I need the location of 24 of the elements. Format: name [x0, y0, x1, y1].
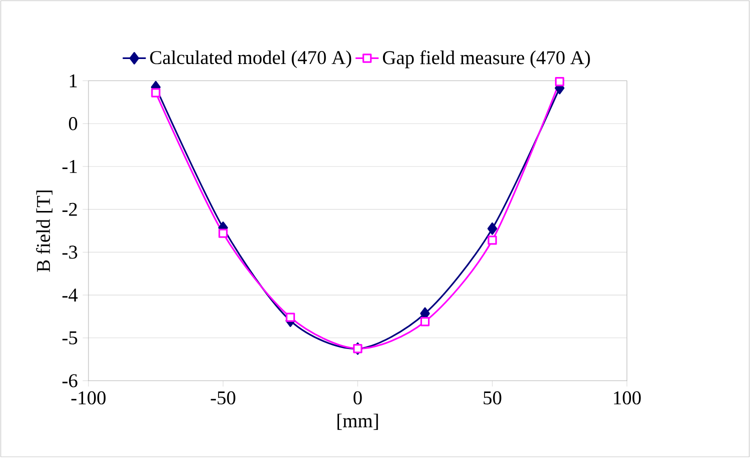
- y-tick-label: -3: [62, 246, 78, 259]
- point: [420, 317, 430, 326]
- point: [488, 236, 497, 245]
- y-tick-label: 0: [68, 117, 78, 130]
- y-tick-label: -6: [62, 374, 78, 388]
- x-axis-title: [mm]: [338, 414, 378, 430]
- point: [487, 222, 498, 235]
- y-tick-label: -2: [62, 203, 77, 216]
- x-tick-label: 100: [614, 391, 641, 405]
- y-axis-title: B field [T]: [36, 190, 52, 272]
- x-tick-label: -100: [71, 391, 106, 405]
- legend-label: Gap field measure (470 A): [382, 50, 590, 68]
- y-tick-label: -1: [62, 160, 77, 174]
- point: [286, 312, 295, 322]
- point: [151, 88, 160, 98]
- legend-label: Calculated model (470 A): [150, 50, 352, 68]
- x-tick-label: -50: [210, 391, 236, 405]
- y-tick-label: 1: [70, 74, 77, 88]
- point: [555, 77, 564, 86]
- x-tick-label: 0: [354, 391, 362, 405]
- y-tick-label: -4: [62, 288, 78, 302]
- point: [218, 228, 228, 238]
- y-tick-label: -5: [62, 332, 78, 345]
- x-tick-label: 50: [484, 391, 502, 405]
